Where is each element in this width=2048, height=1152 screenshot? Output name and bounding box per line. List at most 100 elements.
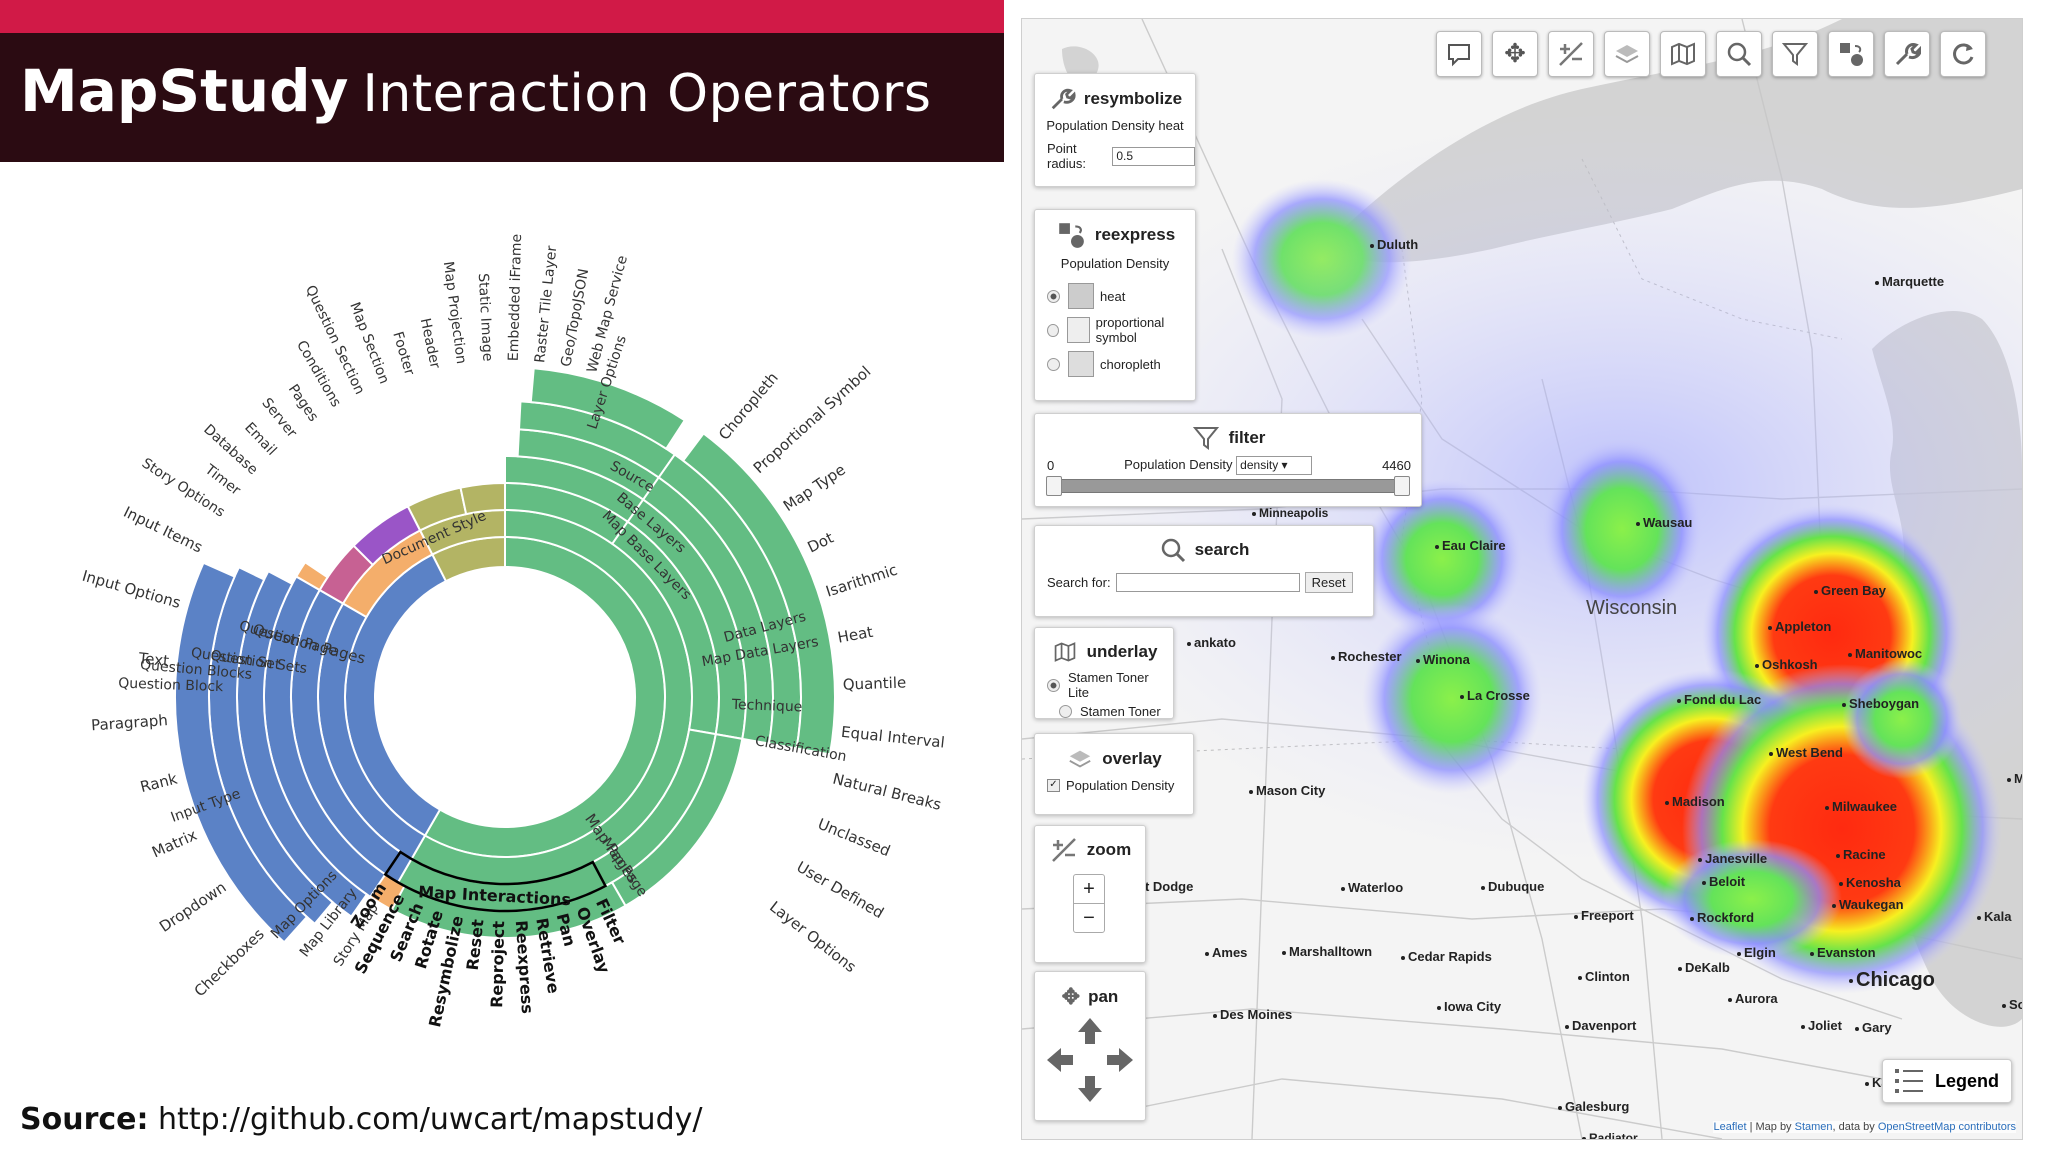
search-icon[interactable]	[1716, 31, 1762, 77]
option-label: heat	[1100, 288, 1126, 304]
pan-left-arrow[interactable]	[1047, 1048, 1073, 1072]
filter-field-select[interactable]: density ▾	[1236, 456, 1313, 475]
leaflet-link[interactable]: Leaflet	[1713, 1121, 1747, 1133]
filter-label: Population Density	[1124, 457, 1233, 472]
city-label: Joliet	[1801, 1018, 1842, 1033]
outer-label: Input Items	[121, 503, 206, 557]
sunburst-segment	[174, 561, 309, 944]
city-label: Janesville	[1698, 851, 1767, 866]
map-toolbar: ✥	[1436, 31, 1986, 77]
city-label: Mason City	[1249, 783, 1325, 798]
outer-label: Paragraph	[91, 711, 169, 734]
option-label: Stamen Toner Lite	[1067, 670, 1149, 700]
outer-label: Checkboxes	[191, 925, 268, 1000]
sunburst-segment	[529, 367, 687, 451]
outer-label: Layer Options	[766, 898, 860, 977]
checkbox[interactable]: ✓	[1047, 779, 1060, 792]
map-view[interactable]: Duluth Marquette Wausau Eau Claire Green…	[1021, 18, 2023, 1140]
filter-title: filter	[1228, 428, 1266, 447]
city-label-partial: Kala	[1977, 909, 2011, 924]
pan-title: pan	[1088, 987, 1119, 1006]
reexpress-option-heat[interactable]: heat	[1047, 283, 1195, 309]
radio-button[interactable]	[1047, 678, 1060, 692]
zoom-icon[interactable]	[1548, 31, 1594, 77]
city-label: Appleton	[1768, 619, 1831, 634]
reexpress-option-proportional[interactable]: proportional symbol	[1047, 315, 1195, 345]
slider-handle-max[interactable]	[1394, 476, 1410, 496]
interaction-operator-label: Reproject	[487, 920, 508, 1008]
outer-label: Raster Tile Layer	[532, 245, 560, 364]
city-label: Marquette	[1875, 274, 1944, 289]
reexpress-option-choropleth[interactable]: choropleth	[1047, 351, 1195, 377]
overlay-icon	[1069, 750, 1091, 768]
filter-slider[interactable]	[1046, 476, 1410, 496]
outer-label: Question Section	[302, 283, 368, 397]
radio-button[interactable]	[1047, 357, 1060, 371]
resymbolize-icon	[1051, 88, 1076, 110]
outer-label: Choropleth	[715, 369, 782, 444]
zoom-icon	[1051, 838, 1076, 862]
heat-swatch	[1068, 283, 1094, 309]
choropleth-swatch	[1068, 351, 1094, 377]
overlay-icon[interactable]	[1604, 31, 1650, 77]
city-label-partial: So	[2002, 997, 2022, 1012]
underlay-title: underlay	[1086, 642, 1158, 661]
pan-down-arrow[interactable]	[1078, 1076, 1102, 1102]
city-label: Green Bay	[1814, 583, 1886, 598]
legend-icon	[1894, 1069, 1923, 1093]
zoom-in-button[interactable]: +	[1074, 875, 1104, 904]
filter-icon	[1192, 427, 1219, 450]
outer-label: Input Options	[80, 567, 183, 612]
source-url: http://github.com/uwcart/mapstudy/	[158, 1102, 703, 1137]
slider-handle-min[interactable]	[1046, 476, 1062, 496]
underlay-icon[interactable]	[1660, 31, 1706, 77]
city-label: Winona	[1416, 652, 1470, 667]
outer-label: Text	[137, 649, 170, 670]
city-label-partial: Minneapolis	[1252, 506, 1328, 520]
city-label: Evanston	[1810, 945, 1876, 960]
sunburst-segment	[681, 432, 836, 756]
reset-button[interactable]: Reset	[1304, 572, 1353, 593]
city-label: Eau Claire	[1435, 538, 1506, 553]
retrieve-icon[interactable]	[1436, 31, 1482, 77]
city-label-major: Chicago	[1849, 969, 1935, 992]
radio-button[interactable]	[1047, 289, 1060, 303]
osm-link[interactable]: OpenStreetMap contributors	[1877, 1121, 2016, 1133]
zoom-out-button[interactable]: −	[1083, 907, 1095, 929]
reexpress-panel: reexpress Population Density heat propor…	[1034, 209, 1196, 401]
city-label-partial: ankato	[1187, 635, 1236, 650]
outer-label: Geo/TopoJSON	[558, 267, 592, 368]
reset-icon[interactable]	[1940, 31, 1986, 77]
filter-icon[interactable]	[1772, 31, 1818, 77]
city-label: Gary	[1855, 1020, 1892, 1035]
city-label: Marshalltown	[1282, 944, 1372, 959]
city-label: Madison	[1665, 794, 1725, 809]
point-radius-input[interactable]: 0.5	[1112, 146, 1195, 166]
map-attribution: Leaflet | Map by Stamen, data by OpenStr…	[1713, 1121, 2016, 1133]
overlay-option[interactable]: ✓ Population Density	[1047, 778, 1193, 793]
outer-label: Unclassed	[815, 815, 893, 860]
underlay-option[interactable]: Stamen Toner Lite	[1047, 670, 1173, 700]
radio-button[interactable]	[1059, 705, 1072, 718]
legend-button[interactable]: Legend	[1881, 1059, 2012, 1103]
city-label: Galesburg	[1558, 1099, 1629, 1114]
city-label: Des Moines	[1213, 1007, 1292, 1022]
pan-icon[interactable]: ✥	[1492, 31, 1538, 77]
search-label: Search for:	[1047, 575, 1111, 590]
pan-right-arrow[interactable]	[1107, 1048, 1133, 1072]
reexpress-icon[interactable]	[1828, 31, 1874, 77]
radio-button[interactable]	[1047, 323, 1059, 337]
underlay-option[interactable]: Stamen Toner	[1059, 704, 1173, 719]
pan-icon: ✥	[1061, 984, 1081, 1009]
search-input[interactable]	[1115, 573, 1300, 592]
outer-label: Dot	[805, 529, 837, 557]
city-label: Ames	[1205, 945, 1247, 960]
resymbolize-icon[interactable]	[1884, 31, 1930, 77]
pan-up-arrow[interactable]	[1078, 1018, 1102, 1044]
stamen-link[interactable]: Stamen	[1794, 1121, 1833, 1133]
filter-select-value: density	[1240, 458, 1279, 472]
city-label: Fond du Lac	[1677, 692, 1761, 707]
city-label: Oshkosh	[1755, 657, 1818, 672]
zoom-control: + −	[1073, 874, 1105, 933]
pan-arrows[interactable]	[1035, 1010, 1145, 1110]
